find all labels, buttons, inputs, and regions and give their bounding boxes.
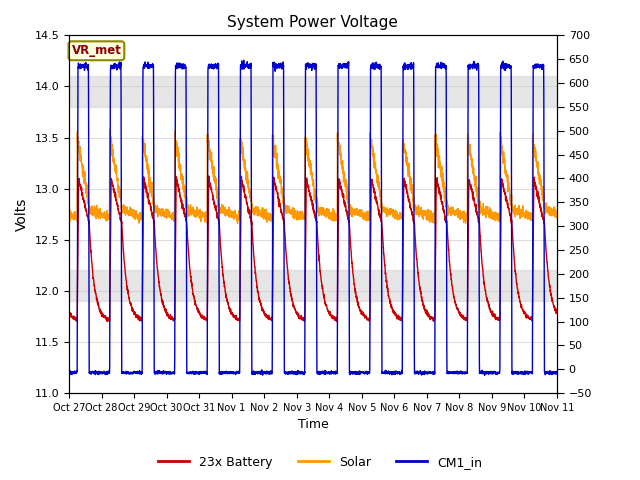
Bar	[69, 270, 557, 301]
Title: System Power Voltage: System Power Voltage	[227, 15, 398, 30]
CM1_in	[121, 370, 129, 375]
Text: VR_met: VR_met	[72, 44, 122, 57]
Solar	[274, 167, 282, 172]
CM1_in	[553, 370, 561, 375]
23x Battery	[65, 310, 73, 315]
CM1_in	[544, 370, 552, 375]
23x Battery	[121, 264, 129, 269]
Solar	[553, 209, 561, 215]
23x Battery	[333, 319, 340, 324]
CM1_in	[481, 372, 488, 378]
Solar	[106, 126, 114, 132]
Y-axis label: Volts: Volts	[15, 198, 29, 231]
23x Battery	[553, 310, 561, 315]
CM1_in	[273, 65, 281, 71]
Solar	[234, 221, 241, 227]
Solar	[491, 214, 499, 220]
Solar	[544, 210, 552, 216]
Solar	[253, 205, 260, 211]
CM1_in	[240, 57, 248, 63]
23x Battery	[205, 173, 212, 179]
Legend: 23x Battery, Solar, CM1_in: 23x Battery, Solar, CM1_in	[153, 451, 487, 474]
23x Battery	[491, 315, 499, 321]
Bar	[69, 76, 557, 107]
CM1_in	[65, 368, 73, 374]
Line: Solar: Solar	[69, 129, 557, 224]
Solar	[65, 209, 73, 215]
Line: CM1_in: CM1_in	[69, 60, 557, 375]
Solar	[150, 204, 157, 210]
23x Battery	[273, 191, 281, 197]
23x Battery	[150, 219, 157, 225]
CM1_in	[150, 101, 157, 107]
Line: 23x Battery: 23x Battery	[69, 176, 557, 322]
Solar	[121, 206, 129, 212]
CM1_in	[252, 369, 260, 374]
23x Battery	[252, 278, 260, 284]
23x Battery	[544, 265, 552, 271]
CM1_in	[491, 370, 499, 375]
X-axis label: Time: Time	[298, 419, 328, 432]
